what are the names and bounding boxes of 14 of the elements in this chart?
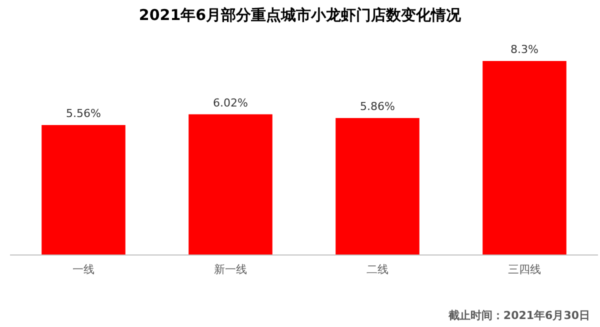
x-tick-label: 一线 [72, 263, 94, 276]
data-label: 6.02% [213, 96, 248, 110]
text: 截止时间：2021年6月30日 [447, 309, 590, 322]
bar [482, 61, 566, 255]
chart-title: 2021年6月部分重点城市小龙虾门店数变化情况 [138, 6, 462, 24]
bar [336, 118, 420, 255]
x-tick-label: 三四线 [508, 263, 541, 276]
data-label: 8.3% [510, 43, 538, 56]
bar [188, 114, 272, 255]
bar [42, 125, 126, 255]
data-label: 5.56% [66, 107, 101, 120]
x-tick-label: 二线 [366, 263, 388, 276]
data-label: 5.86% [360, 100, 395, 114]
x-tick-label: 新一线 [214, 263, 247, 276]
